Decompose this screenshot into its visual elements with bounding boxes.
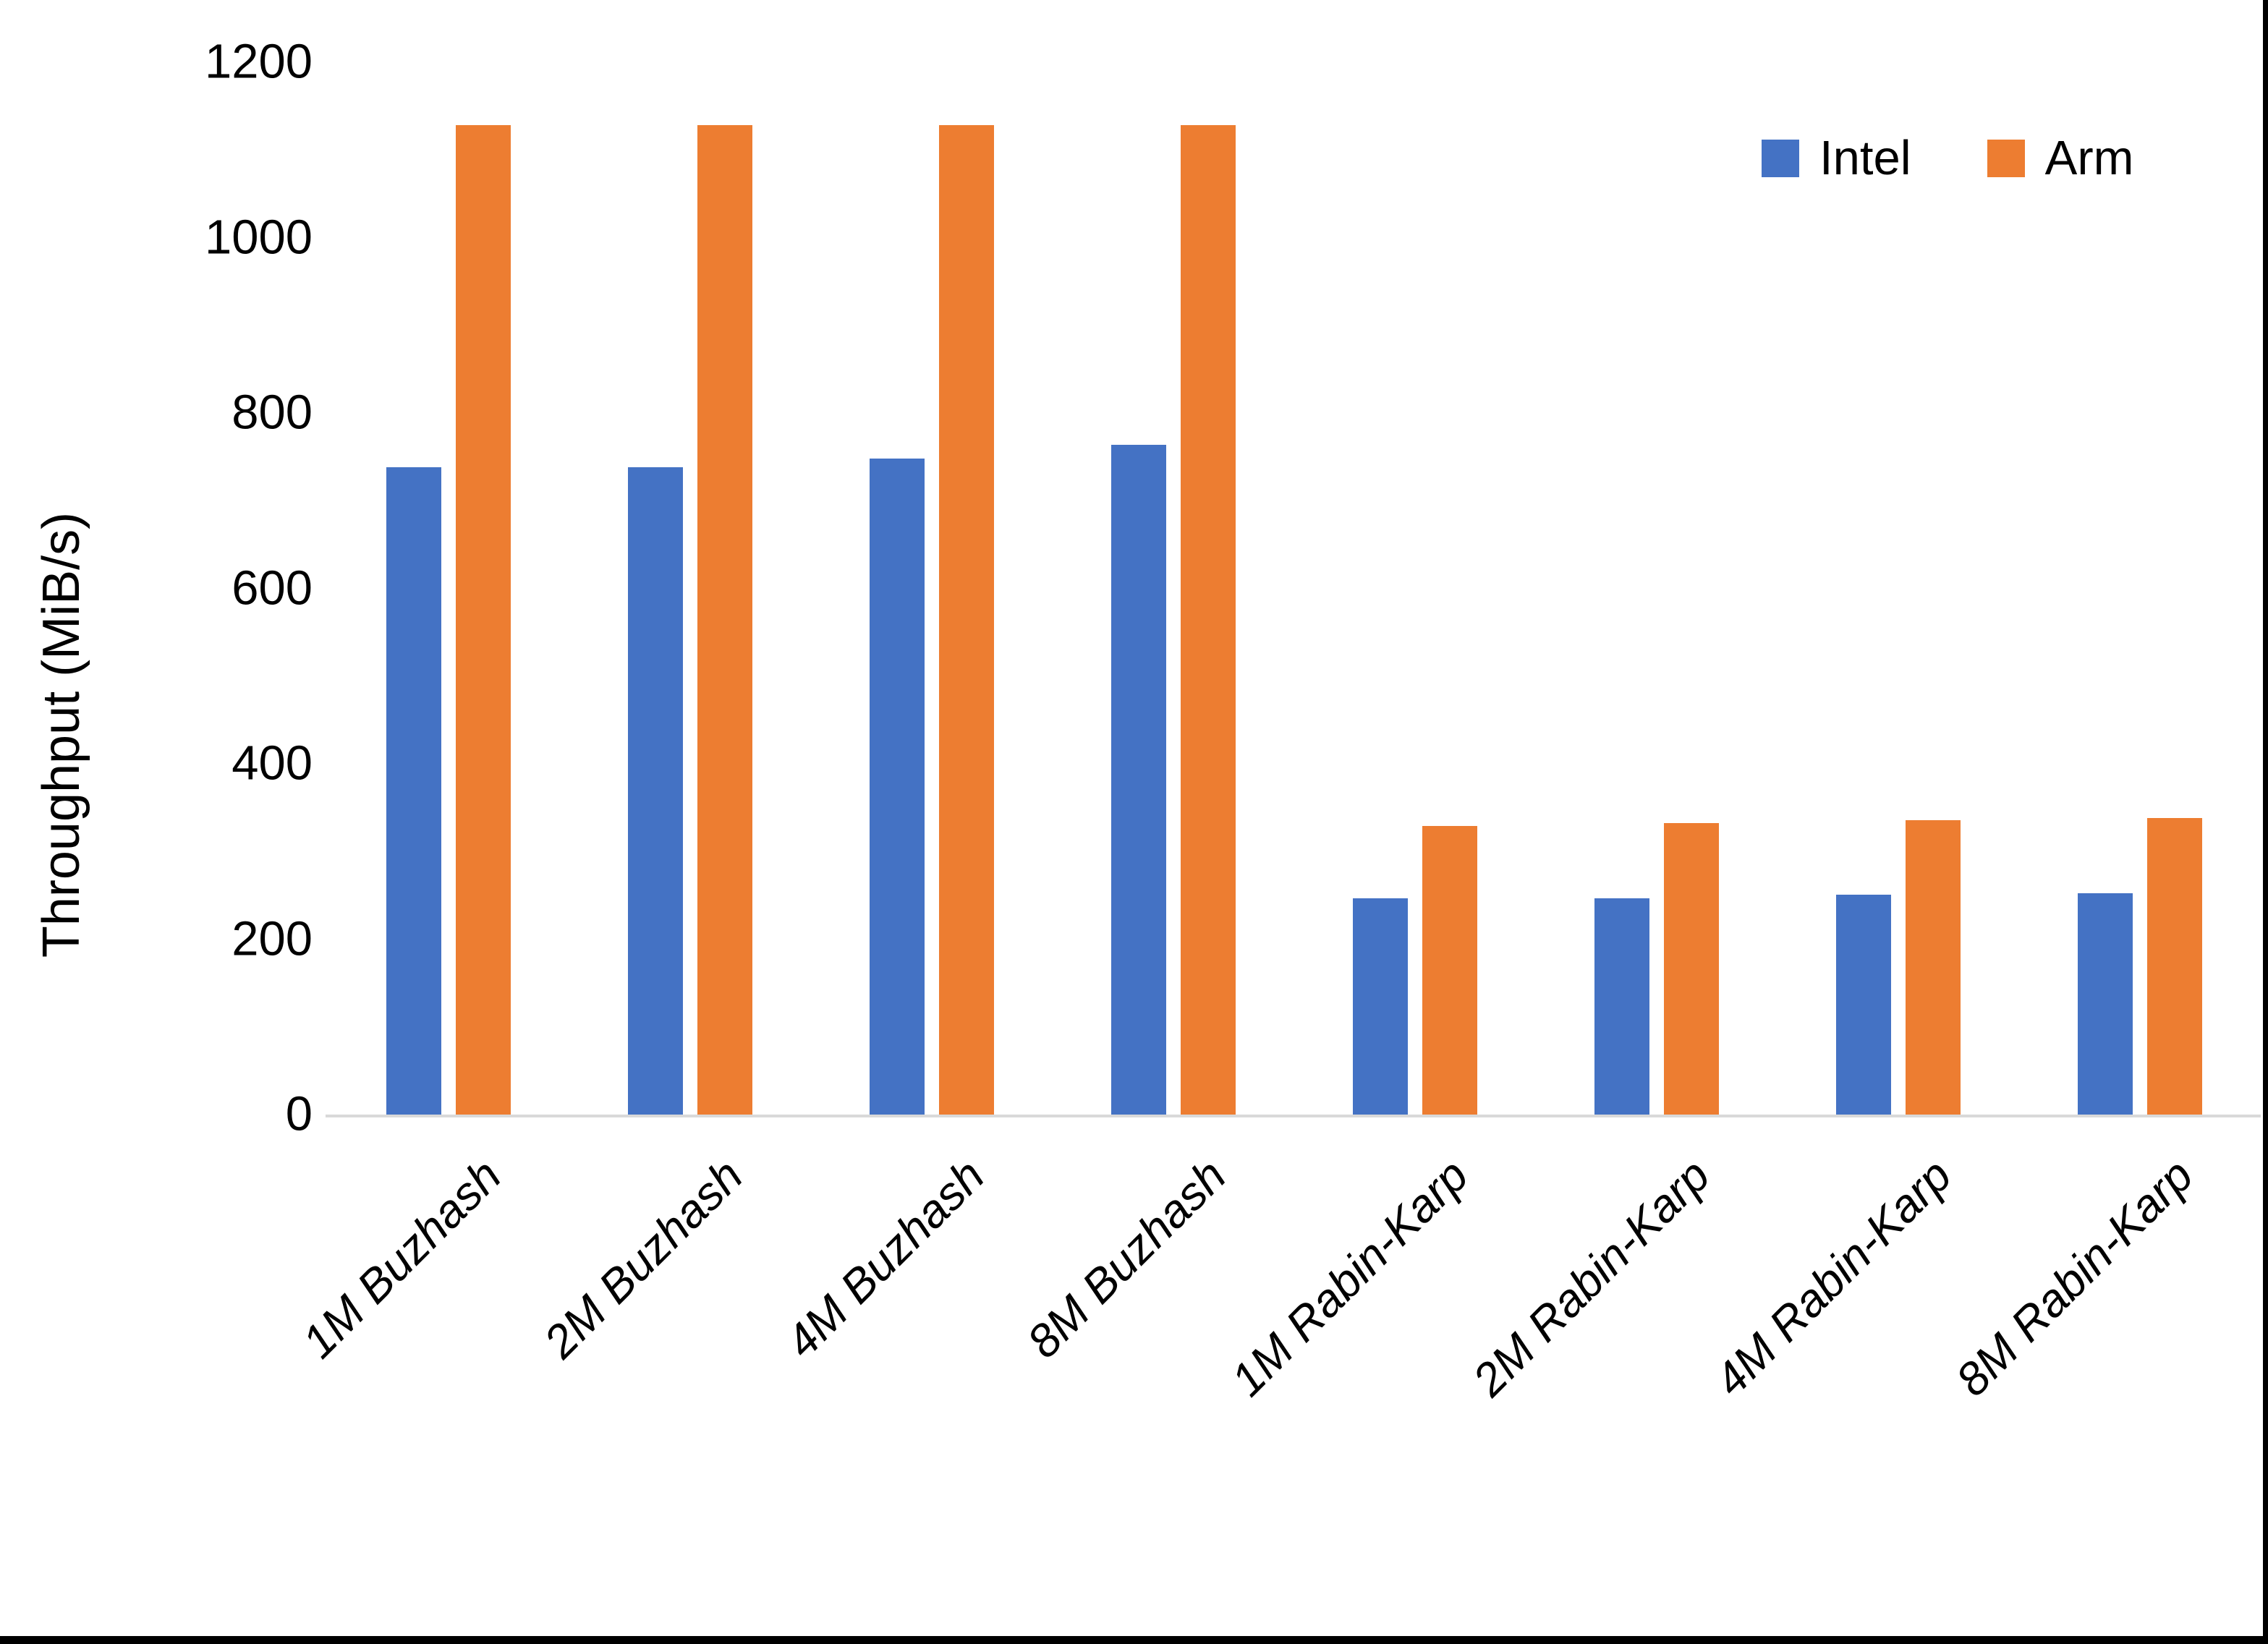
bar-intel-1m-buzhash [386,467,441,1116]
y-tick-label-600: 600 [232,560,313,615]
legend-swatch-arm [1987,139,2025,177]
x-label-8m-rabin-karp: 8M Rabin-Karp [1945,1149,2203,1406]
legend-label-arm: Arm [2044,131,2134,185]
bar-arm-4m-buzhash [939,125,994,1116]
bar-arm-2m-rabin-karp [1664,823,1719,1116]
window-border-bottom [0,1636,2268,1644]
legend: Intel Arm [1762,130,2133,186]
x-label-1m-rabin-karp: 1M Rabin-Karp [1220,1149,1478,1406]
y-tick-label-400: 400 [232,736,313,791]
bar-arm-1m-rabin-karp [1422,826,1477,1116]
window-border-right [2263,0,2268,1644]
y-tick-label-200: 200 [232,911,313,966]
bar-arm-1m-buzhash [456,125,511,1116]
bar-intel-2m-rabin-karp [1594,898,1649,1116]
bar-arm-4m-rabin-karp [1906,820,1961,1116]
bar-intel-4m-buzhash [870,459,925,1116]
bar-intel-4m-rabin-karp [1836,895,1891,1116]
bar-intel-8m-buzhash [1111,445,1166,1116]
bar-arm-8m-rabin-karp [2147,818,2202,1116]
bar-arm-8m-buzhash [1181,125,1236,1116]
x-label-2m-rabin-karp: 2M Rabin-Karp [1462,1149,1720,1406]
x-axis-line [326,1115,2261,1117]
legend-label-intel: Intel [1819,131,1911,185]
x-label-2m-buzhash: 2M Buzhash [534,1149,753,1368]
legend-swatch-intel [1762,139,1799,177]
y-tick-label-1000: 1000 [204,209,313,264]
bar-intel-8m-rabin-karp [2078,893,2133,1116]
x-label-4m-buzhash: 4M Buzhash [776,1149,995,1368]
legend-item-intel: Intel [1762,130,1911,186]
bar-arm-2m-buzhash [697,125,752,1116]
y-tick-label-0: 0 [285,1086,313,1141]
legend-item-arm: Arm [1987,130,2134,186]
x-label-1m-buzhash: 1M Buzhash [292,1149,511,1368]
bar-intel-2m-buzhash [628,467,683,1116]
y-tick-label-800: 800 [232,385,313,440]
y-tick-label-1200: 1200 [204,34,313,89]
x-label-4m-rabin-karp: 4M Rabin-Karp [1704,1149,1961,1406]
x-label-8m-buzhash: 8M Buzhash [1017,1149,1236,1368]
bar-intel-1m-rabin-karp [1353,898,1408,1116]
